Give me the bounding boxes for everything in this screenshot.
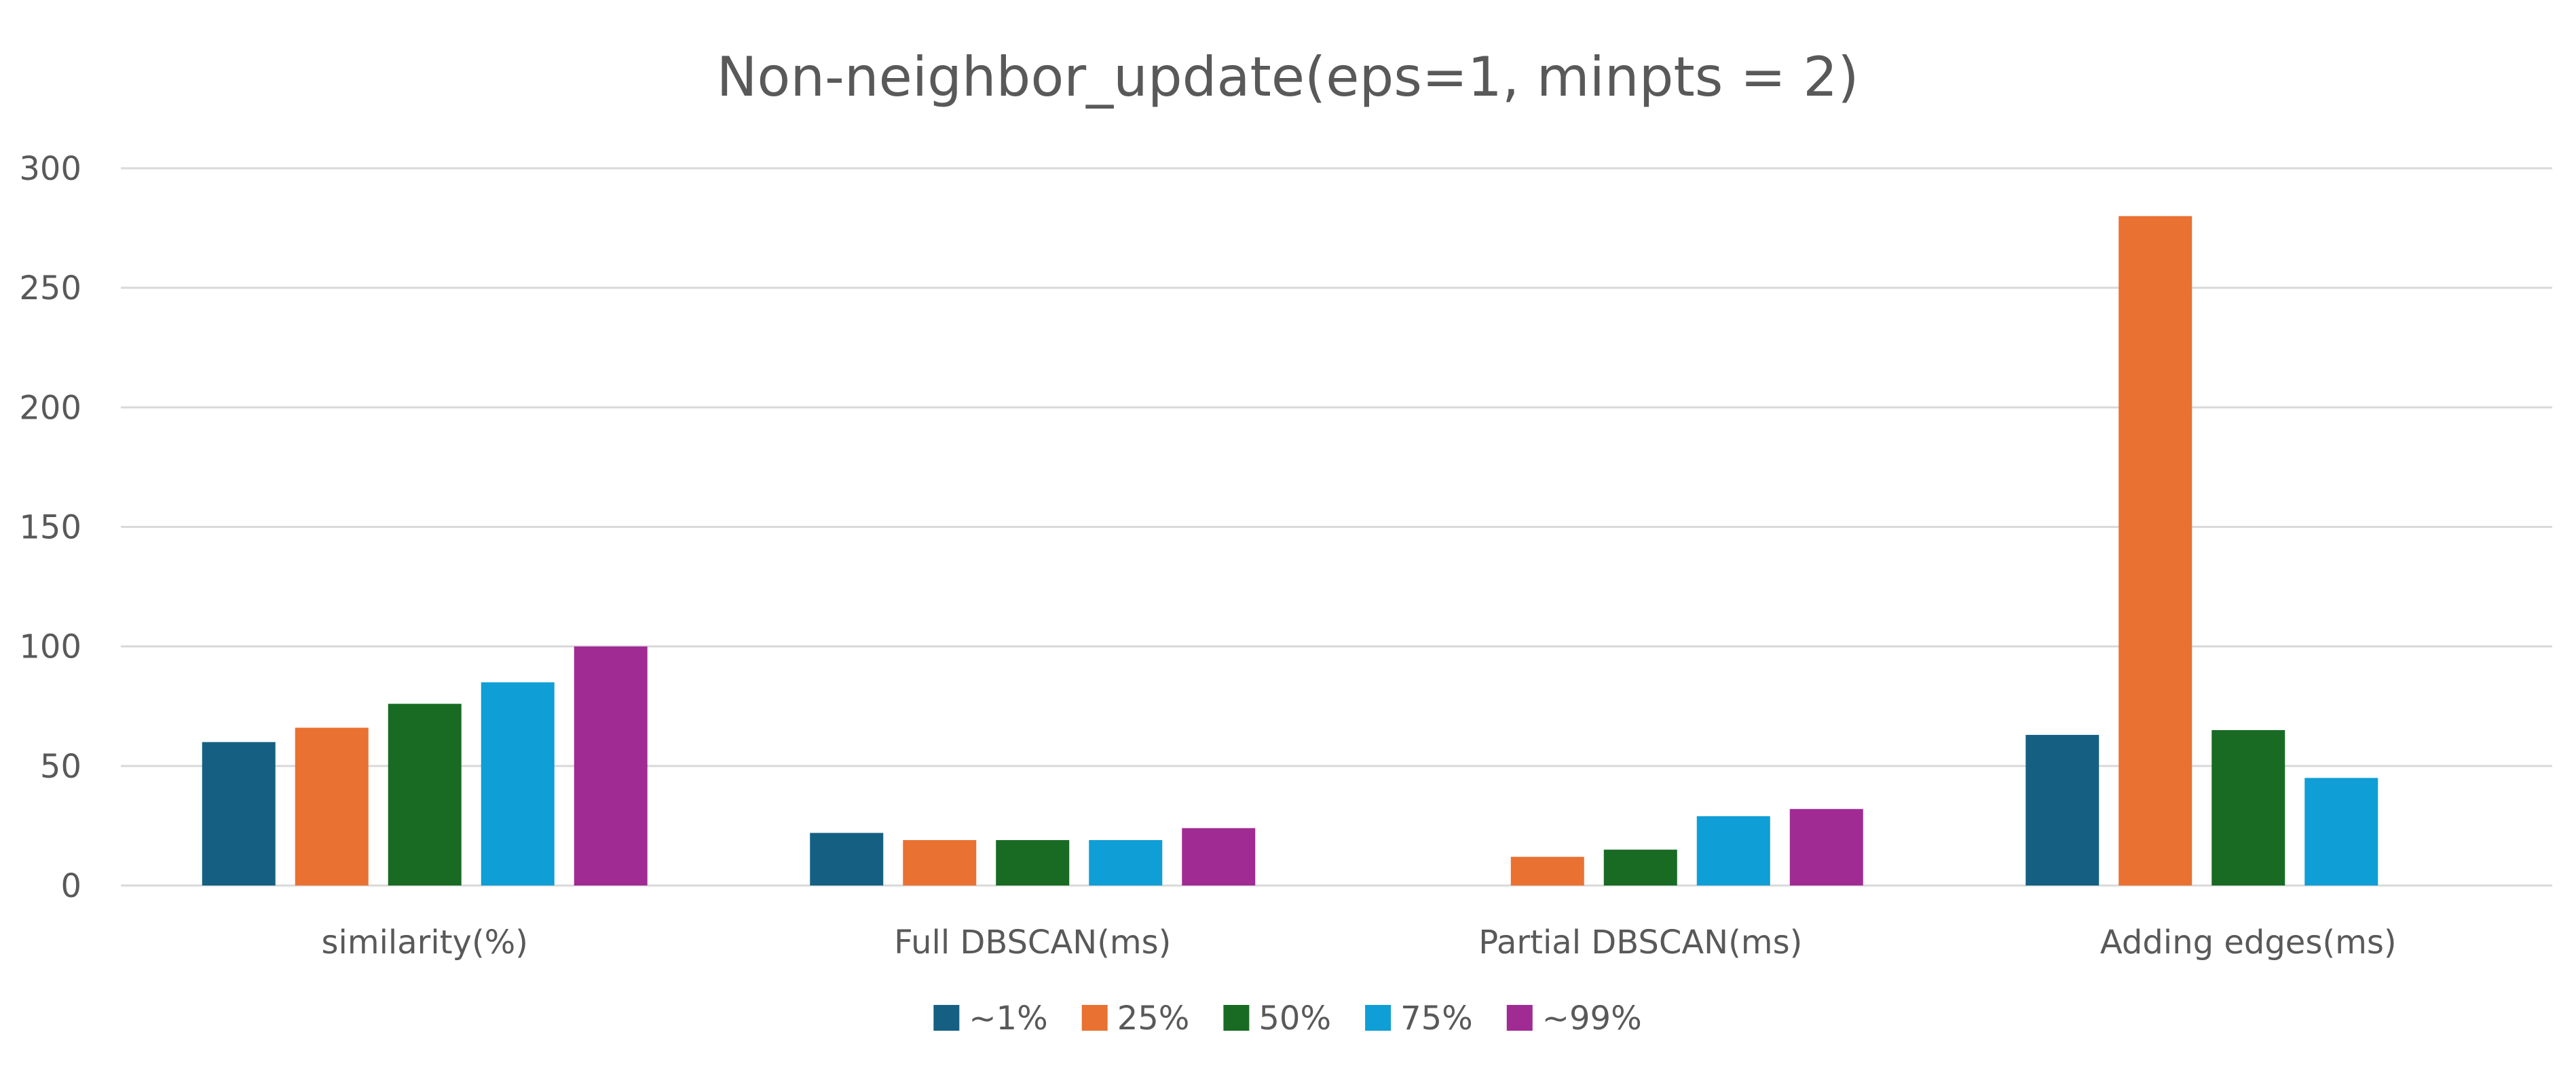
bar xyxy=(903,840,977,886)
y-tick-label: 250 xyxy=(19,269,81,307)
legend-label: 75% xyxy=(1400,1000,1473,1038)
y-tick-label: 100 xyxy=(19,628,81,666)
y-axis-tick-labels: 0 50 100 150 200 250 300 xyxy=(19,150,81,905)
legend-label: ~1% xyxy=(969,1000,1047,1038)
bar xyxy=(1089,840,1163,886)
bar xyxy=(481,682,555,886)
bar xyxy=(388,704,462,886)
legend-label: 50% xyxy=(1258,1000,1331,1038)
x-category-label: Partial DBSCAN(ms) xyxy=(1478,924,1802,962)
y-tick-label: 0 xyxy=(60,867,81,905)
y-tick-label: 150 xyxy=(19,509,81,547)
legend-swatch xyxy=(1081,1005,1108,1031)
bar xyxy=(574,646,648,886)
legend-item: ~1% xyxy=(933,1000,1048,1038)
bar xyxy=(1182,828,1256,886)
bar xyxy=(2211,729,2285,886)
legend-item: 50% xyxy=(1223,1000,1331,1038)
legend-label: ~99% xyxy=(1542,1000,1642,1038)
chart-title: Non-neighbor_update(eps=1, minpts = 2) xyxy=(717,45,1859,109)
legend: ~1% 25% 50% 75% ~99% xyxy=(933,1000,1642,1038)
legend-swatch xyxy=(933,1005,960,1031)
bar xyxy=(810,833,884,886)
bar xyxy=(202,742,276,886)
y-tick-label: 300 xyxy=(19,150,81,188)
bar xyxy=(1603,850,1677,886)
legend-swatch xyxy=(1506,1005,1533,1031)
bars xyxy=(202,216,2378,886)
bar xyxy=(2118,216,2192,886)
legend-item: 25% xyxy=(1081,1000,1190,1038)
y-tick-label: 200 xyxy=(19,389,81,427)
bar xyxy=(2026,735,2099,886)
bar xyxy=(1696,816,1770,886)
x-category-label: Full DBSCAN(ms) xyxy=(894,924,1171,962)
bar xyxy=(295,727,369,886)
legend-label: 25% xyxy=(1117,1000,1190,1038)
x-category-label: Adding edges(ms) xyxy=(2100,924,2397,962)
legend-swatch xyxy=(1365,1005,1392,1031)
bar xyxy=(2304,778,2378,886)
legend-item: ~99% xyxy=(1506,1000,1642,1038)
y-tick-label: 50 xyxy=(40,748,81,786)
x-category-label: similarity(%) xyxy=(321,924,528,962)
legend-item: 75% xyxy=(1365,1000,1473,1038)
legend-swatch xyxy=(1223,1005,1250,1031)
x-axis-category-labels: similarity(%) Full DBSCAN(ms) Partial DBSC… xyxy=(321,924,2396,962)
bar xyxy=(996,840,1070,886)
bar xyxy=(1789,809,1863,886)
bar xyxy=(1510,856,1584,886)
